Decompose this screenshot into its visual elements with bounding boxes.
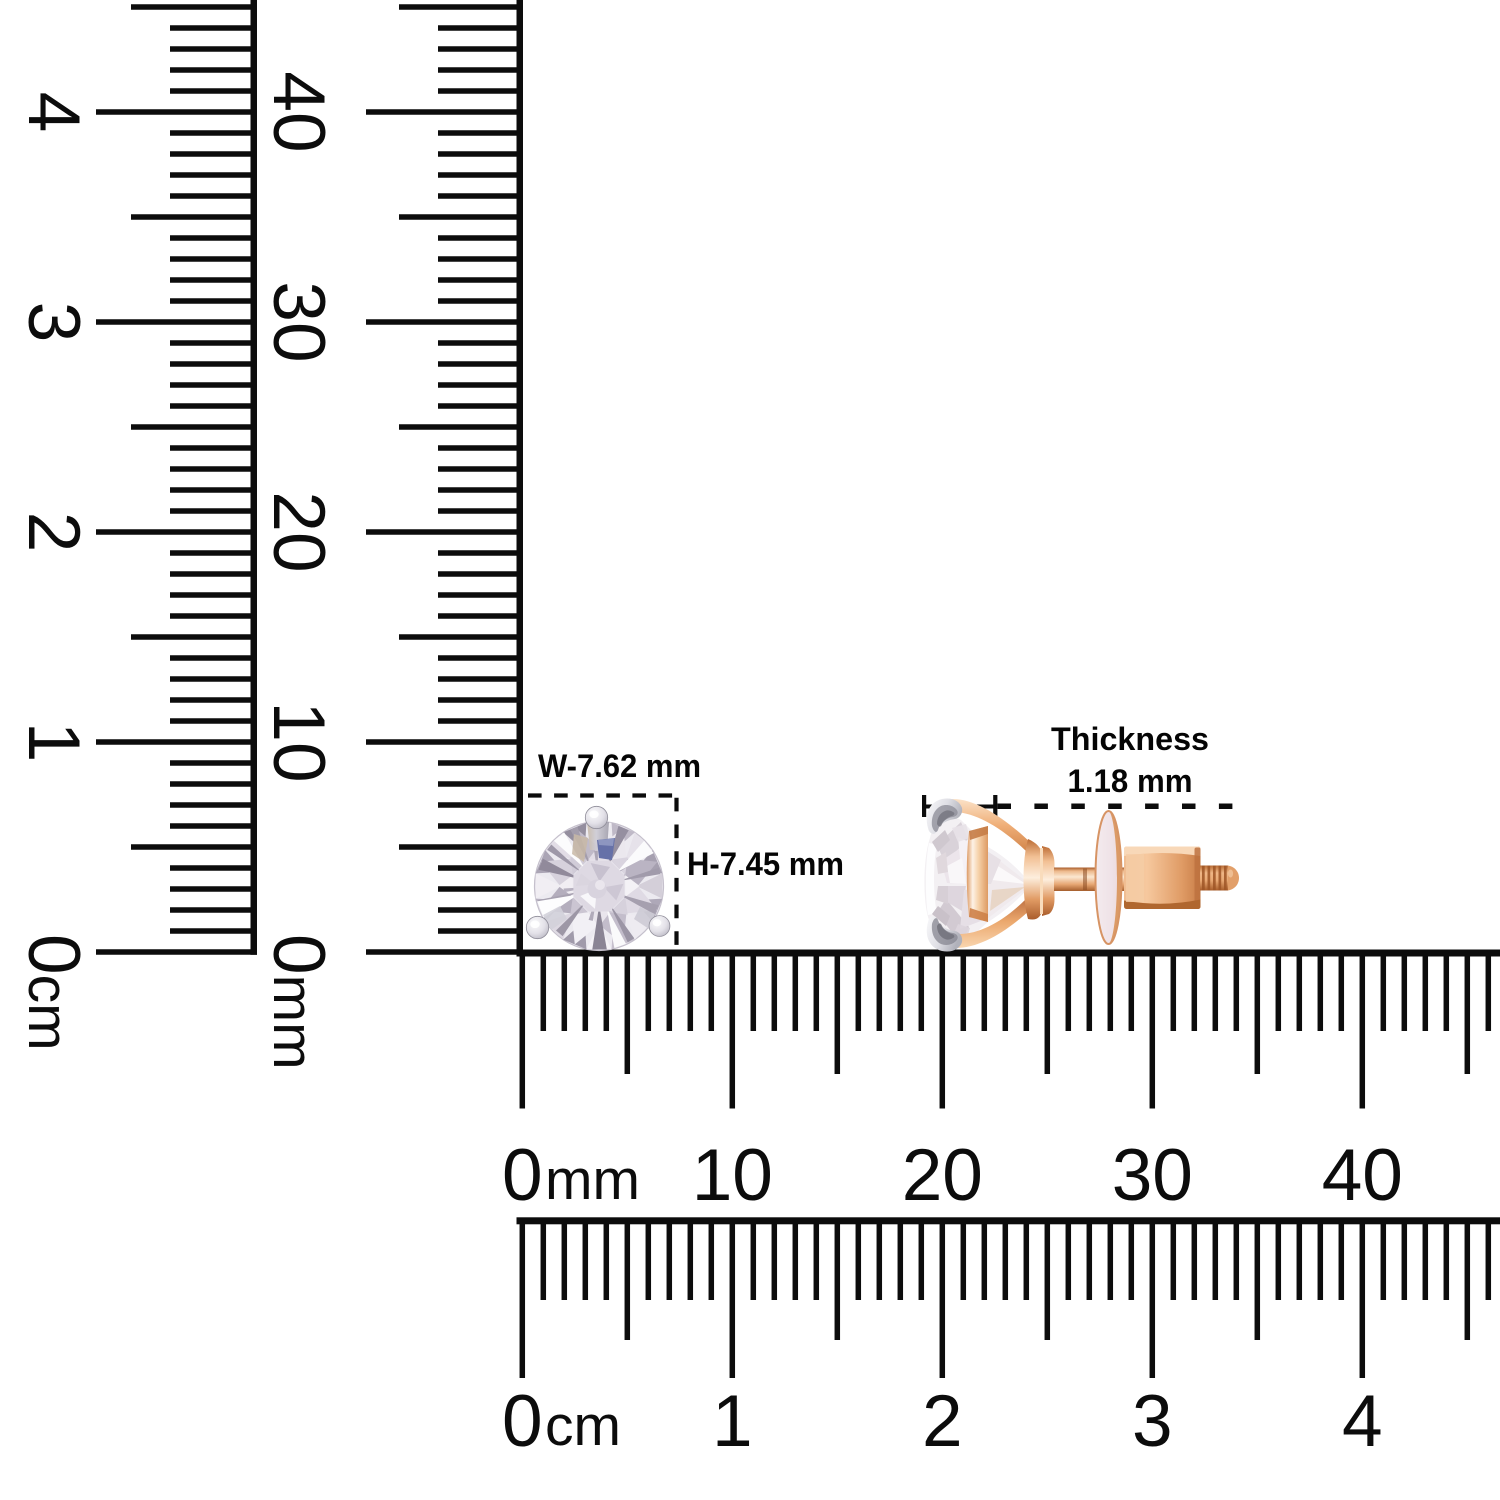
svg-text:4: 4 — [1342, 1381, 1383, 1462]
svg-text:Thickness: Thickness — [1051, 721, 1209, 757]
svg-text:1: 1 — [13, 722, 94, 763]
svg-text:40: 40 — [258, 71, 339, 152]
svg-text:3: 3 — [13, 302, 94, 343]
svg-text:3: 3 — [1132, 1381, 1173, 1462]
svg-text:10: 10 — [692, 1135, 773, 1216]
svg-text:0: 0 — [502, 1381, 543, 1462]
svg-text:W-7.62 mm: W-7.62 mm — [538, 748, 701, 784]
svg-text:0mm: 0mm — [258, 934, 339, 1070]
svg-text:30: 30 — [1112, 1135, 1193, 1216]
svg-text:40: 40 — [1322, 1135, 1403, 1216]
svg-text:4: 4 — [13, 92, 94, 133]
svg-text:2: 2 — [13, 512, 94, 553]
svg-text:1.18 mm: 1.18 mm — [1068, 763, 1193, 799]
svg-text:20: 20 — [902, 1135, 983, 1216]
svg-text:2: 2 — [922, 1381, 963, 1462]
svg-text:30: 30 — [258, 281, 339, 362]
svg-text:mm: mm — [545, 1148, 640, 1212]
svg-text:1: 1 — [712, 1381, 753, 1462]
svg-text:cm: cm — [545, 1394, 621, 1458]
svg-text:20: 20 — [258, 491, 339, 572]
svg-text:0cm: 0cm — [13, 934, 94, 1051]
svg-text:10: 10 — [258, 701, 339, 782]
svg-text:H-7.45 mm: H-7.45 mm — [687, 846, 844, 882]
svg-text:0: 0 — [502, 1135, 543, 1216]
